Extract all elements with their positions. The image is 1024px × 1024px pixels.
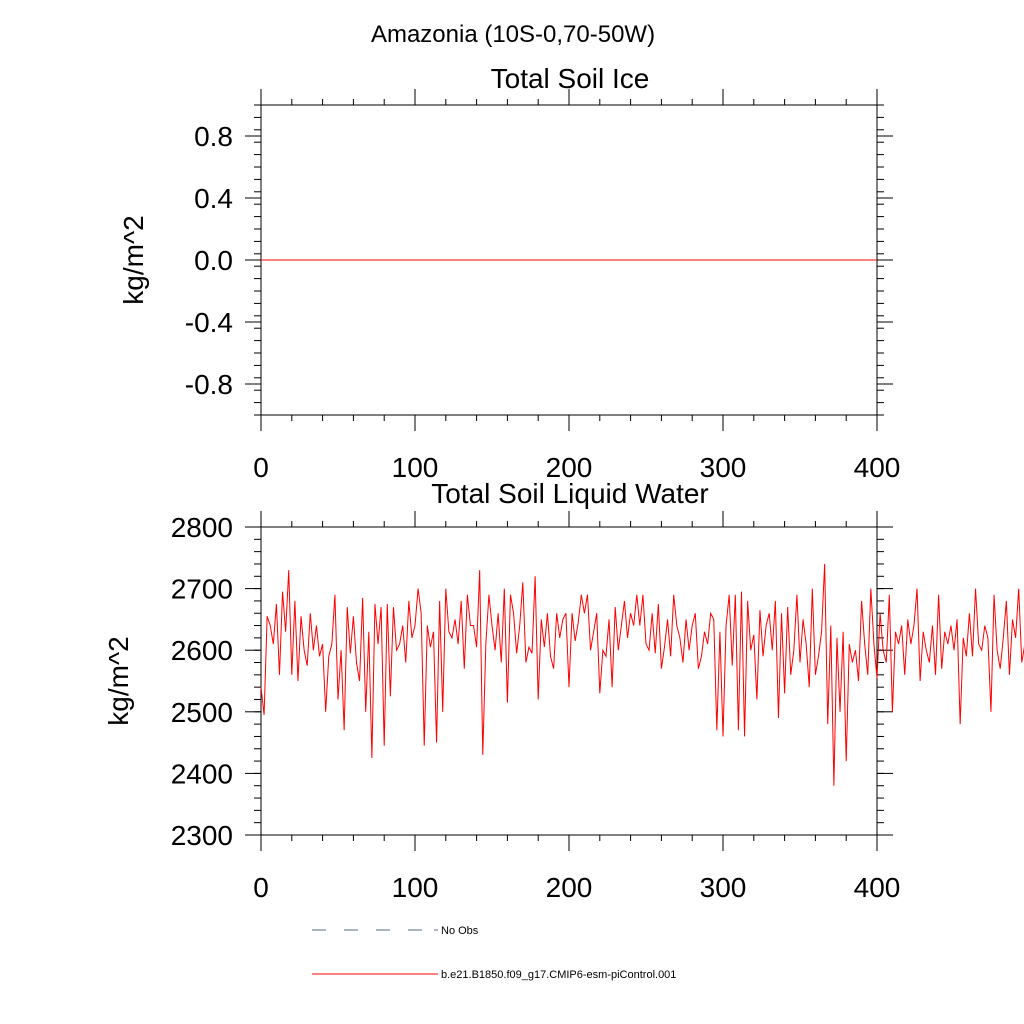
figure-title: Amazonia (10S-0,70-50W) [371, 21, 655, 48]
y-tick-label: 2500 [171, 697, 233, 728]
y-axis-label: kg/m^2 [103, 636, 134, 725]
x-tick-label: 400 [854, 872, 901, 903]
y-tick-label: -0.8 [185, 369, 233, 400]
plot-title-total-soil-ice: Total Soil Ice [491, 63, 650, 94]
legend-label-no-obs: No Obs [441, 925, 479, 937]
y-axis-label: kg/m^2 [118, 215, 149, 304]
y-tick-label: 2300 [171, 820, 233, 851]
y-tick-label: 0.0 [194, 245, 233, 276]
x-tick-label: 300 [700, 452, 747, 483]
y-tick-label: 0.4 [194, 183, 233, 214]
y-tick-label: 2600 [171, 635, 233, 666]
x-tick-label: 100 [392, 872, 439, 903]
plot-total-soil-ice: Total Soil Ice kg/m^2 0 100 200 300 400 0.8 0.4 0… [118, 63, 900, 483]
y-tick-label: 2400 [171, 758, 233, 789]
x-tick-label: 200 [546, 872, 593, 903]
y-tick-label: -0.4 [185, 307, 233, 338]
y-tick-label: 2800 [171, 512, 233, 543]
plot-total-soil-liquid-water: Total Soil Liquid Water kg/m^2 0 100 200 300 4… [103, 478, 1024, 903]
x-tick-label: 200 [546, 452, 593, 483]
x-tick-label: 0 [253, 872, 269, 903]
legend: No Obs b.e21.B1850.f09_g17.CMIP6-esm-piC… [312, 925, 676, 981]
legend-label-model: b.e21.B1850.f09_g17.CMIP6-esm-piControl.… [441, 969, 676, 981]
series-line-total-soil-liquid-water [260, 563, 1024, 786]
y-tick-label: 0.8 [194, 121, 233, 152]
plot-title-total-soil-liquid-water: Total Soil Liquid Water [431, 478, 709, 509]
x-tick-label: 300 [700, 872, 747, 903]
y-tick-label: 2700 [171, 574, 233, 605]
x-tick-label: 0 [253, 452, 269, 483]
x-tick-label: 400 [854, 452, 901, 483]
x-tick-label: 100 [392, 452, 439, 483]
